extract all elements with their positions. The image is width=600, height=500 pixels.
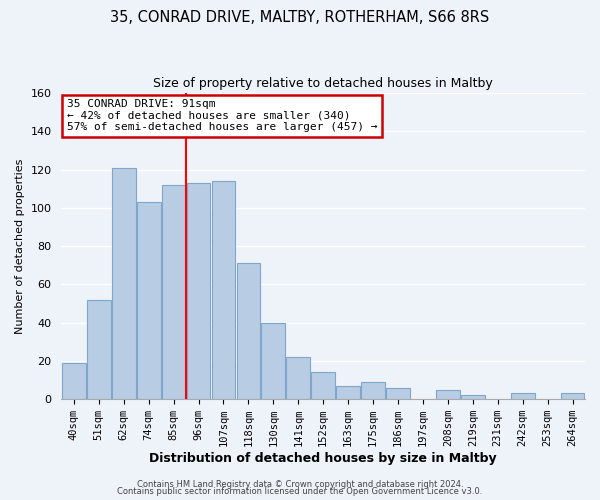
Bar [212, 181, 235, 399]
Bar [560, 394, 584, 399]
Bar [262, 322, 285, 399]
Text: 35 CONRAD DRIVE: 91sqm
← 42% of detached houses are smaller (340)
57% of semi-de: 35 CONRAD DRIVE: 91sqm ← 42% of detached… [67, 99, 377, 132]
Bar [311, 372, 335, 399]
Bar [162, 185, 185, 399]
Title: Size of property relative to detached houses in Maltby: Size of property relative to detached ho… [154, 78, 493, 90]
Bar [511, 394, 535, 399]
Bar [336, 386, 360, 399]
Text: Contains HM Land Registry data © Crown copyright and database right 2024.: Contains HM Land Registry data © Crown c… [137, 480, 463, 489]
Bar [361, 382, 385, 399]
Bar [112, 168, 136, 399]
Text: 35, CONRAD DRIVE, MALTBY, ROTHERHAM, S66 8RS: 35, CONRAD DRIVE, MALTBY, ROTHERHAM, S66… [110, 10, 490, 25]
Bar [236, 264, 260, 399]
X-axis label: Distribution of detached houses by size in Maltby: Distribution of detached houses by size … [149, 452, 497, 465]
Y-axis label: Number of detached properties: Number of detached properties [15, 158, 25, 334]
Bar [187, 183, 211, 399]
Bar [461, 396, 485, 399]
Bar [286, 357, 310, 399]
Bar [137, 202, 161, 399]
Bar [87, 300, 110, 399]
Bar [436, 390, 460, 399]
Bar [386, 388, 410, 399]
Text: Contains public sector information licensed under the Open Government Licence v3: Contains public sector information licen… [118, 487, 482, 496]
Bar [62, 363, 86, 399]
